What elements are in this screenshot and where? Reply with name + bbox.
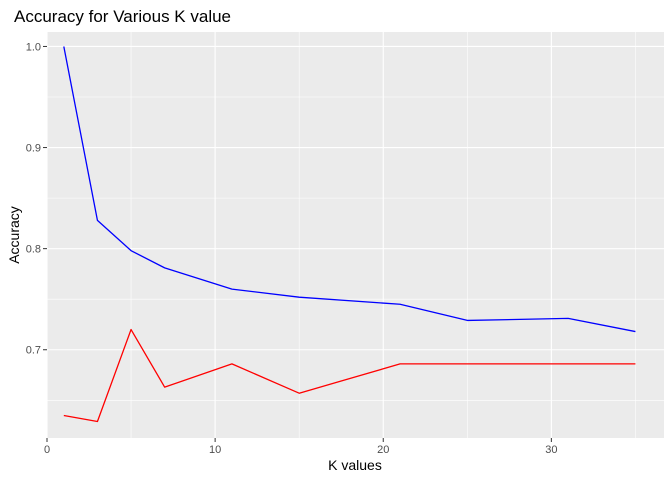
series-lines: [63, 46, 636, 423]
series-line-2: [63, 328, 636, 423]
minor-gridlines: [47, 32, 664, 438]
x-tick-label: 10: [209, 444, 221, 456]
chart-title: Accuracy for Various K value: [14, 7, 231, 26]
y-tick-label: 0.8: [26, 244, 41, 256]
series-line-1: [63, 46, 636, 333]
y-axis-ticks: 0.7 0.8 0.9 1.0: [26, 41, 47, 357]
y-tick-label: 1.0: [26, 41, 41, 53]
x-tick-label: 0: [44, 444, 50, 456]
plot-panel: [47, 32, 664, 438]
x-tick-label: 20: [377, 444, 389, 456]
x-tick-label: 30: [545, 444, 557, 456]
x-axis-ticks: 0 10 20 30: [44, 438, 557, 456]
y-axis-title: Accuracy: [6, 206, 22, 264]
x-axis-title: K values: [328, 457, 382, 473]
y-tick-label: 0.9: [26, 143, 41, 155]
y-tick-label: 0.7: [26, 345, 41, 357]
